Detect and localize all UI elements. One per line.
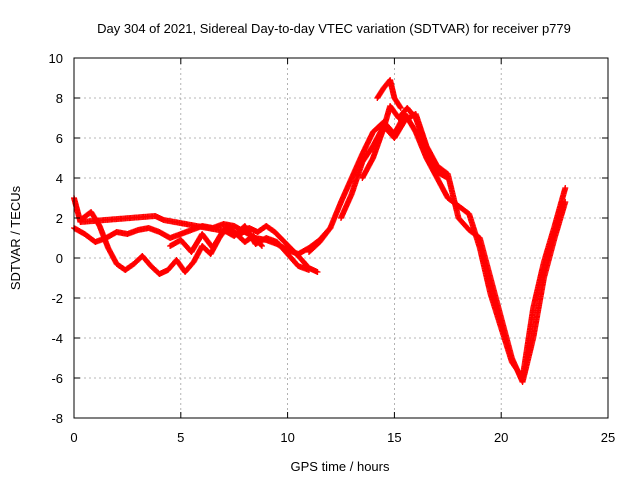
data-point (562, 185, 569, 191)
y-tick-label: 10 (49, 51, 63, 66)
x-tick-label: 20 (494, 430, 508, 445)
x-tick-label: 5 (177, 430, 184, 445)
plot-frame (73, 57, 609, 419)
y-tick-label: -6 (51, 371, 63, 386)
chart-title: Day 304 of 2021, Sidereal Day-to-day VTE… (97, 21, 571, 36)
y-tick-label: -8 (51, 411, 63, 426)
data-series-track-g (374, 77, 404, 111)
data-layer (71, 77, 569, 385)
x-tick-label: 15 (387, 430, 401, 445)
data-point (258, 243, 265, 249)
data-series-track-e (338, 111, 569, 385)
x-tick-label: 10 (280, 430, 294, 445)
x-tick-label: 25 (601, 430, 615, 445)
data-point (562, 199, 569, 205)
y-tick-label: 4 (56, 171, 63, 186)
y-tick-label: 6 (56, 131, 63, 146)
data-point (314, 269, 321, 275)
data-series-track-h (71, 195, 321, 275)
y-tick-label: 2 (56, 211, 63, 226)
y-tick-label: -4 (51, 331, 63, 346)
data-series-track-b (77, 209, 265, 277)
x-axis-label: GPS time / hours (291, 459, 390, 474)
data-series-track-d (305, 111, 569, 381)
y-tick-label: -2 (51, 291, 63, 306)
data-point (397, 105, 404, 111)
data-point (444, 175, 451, 181)
x-tick-label: 0 (70, 430, 77, 445)
y-tick-label: 0 (56, 251, 63, 266)
tick-layer: 0 5 10 15 20 25 -8 -6 -4 -2 0 2 4 6 8 10 (49, 51, 616, 445)
y-tick-label: 8 (56, 91, 63, 106)
data-series-track-f (359, 103, 451, 181)
y-axis-label: SDTVAR / TECUs (8, 185, 23, 290)
